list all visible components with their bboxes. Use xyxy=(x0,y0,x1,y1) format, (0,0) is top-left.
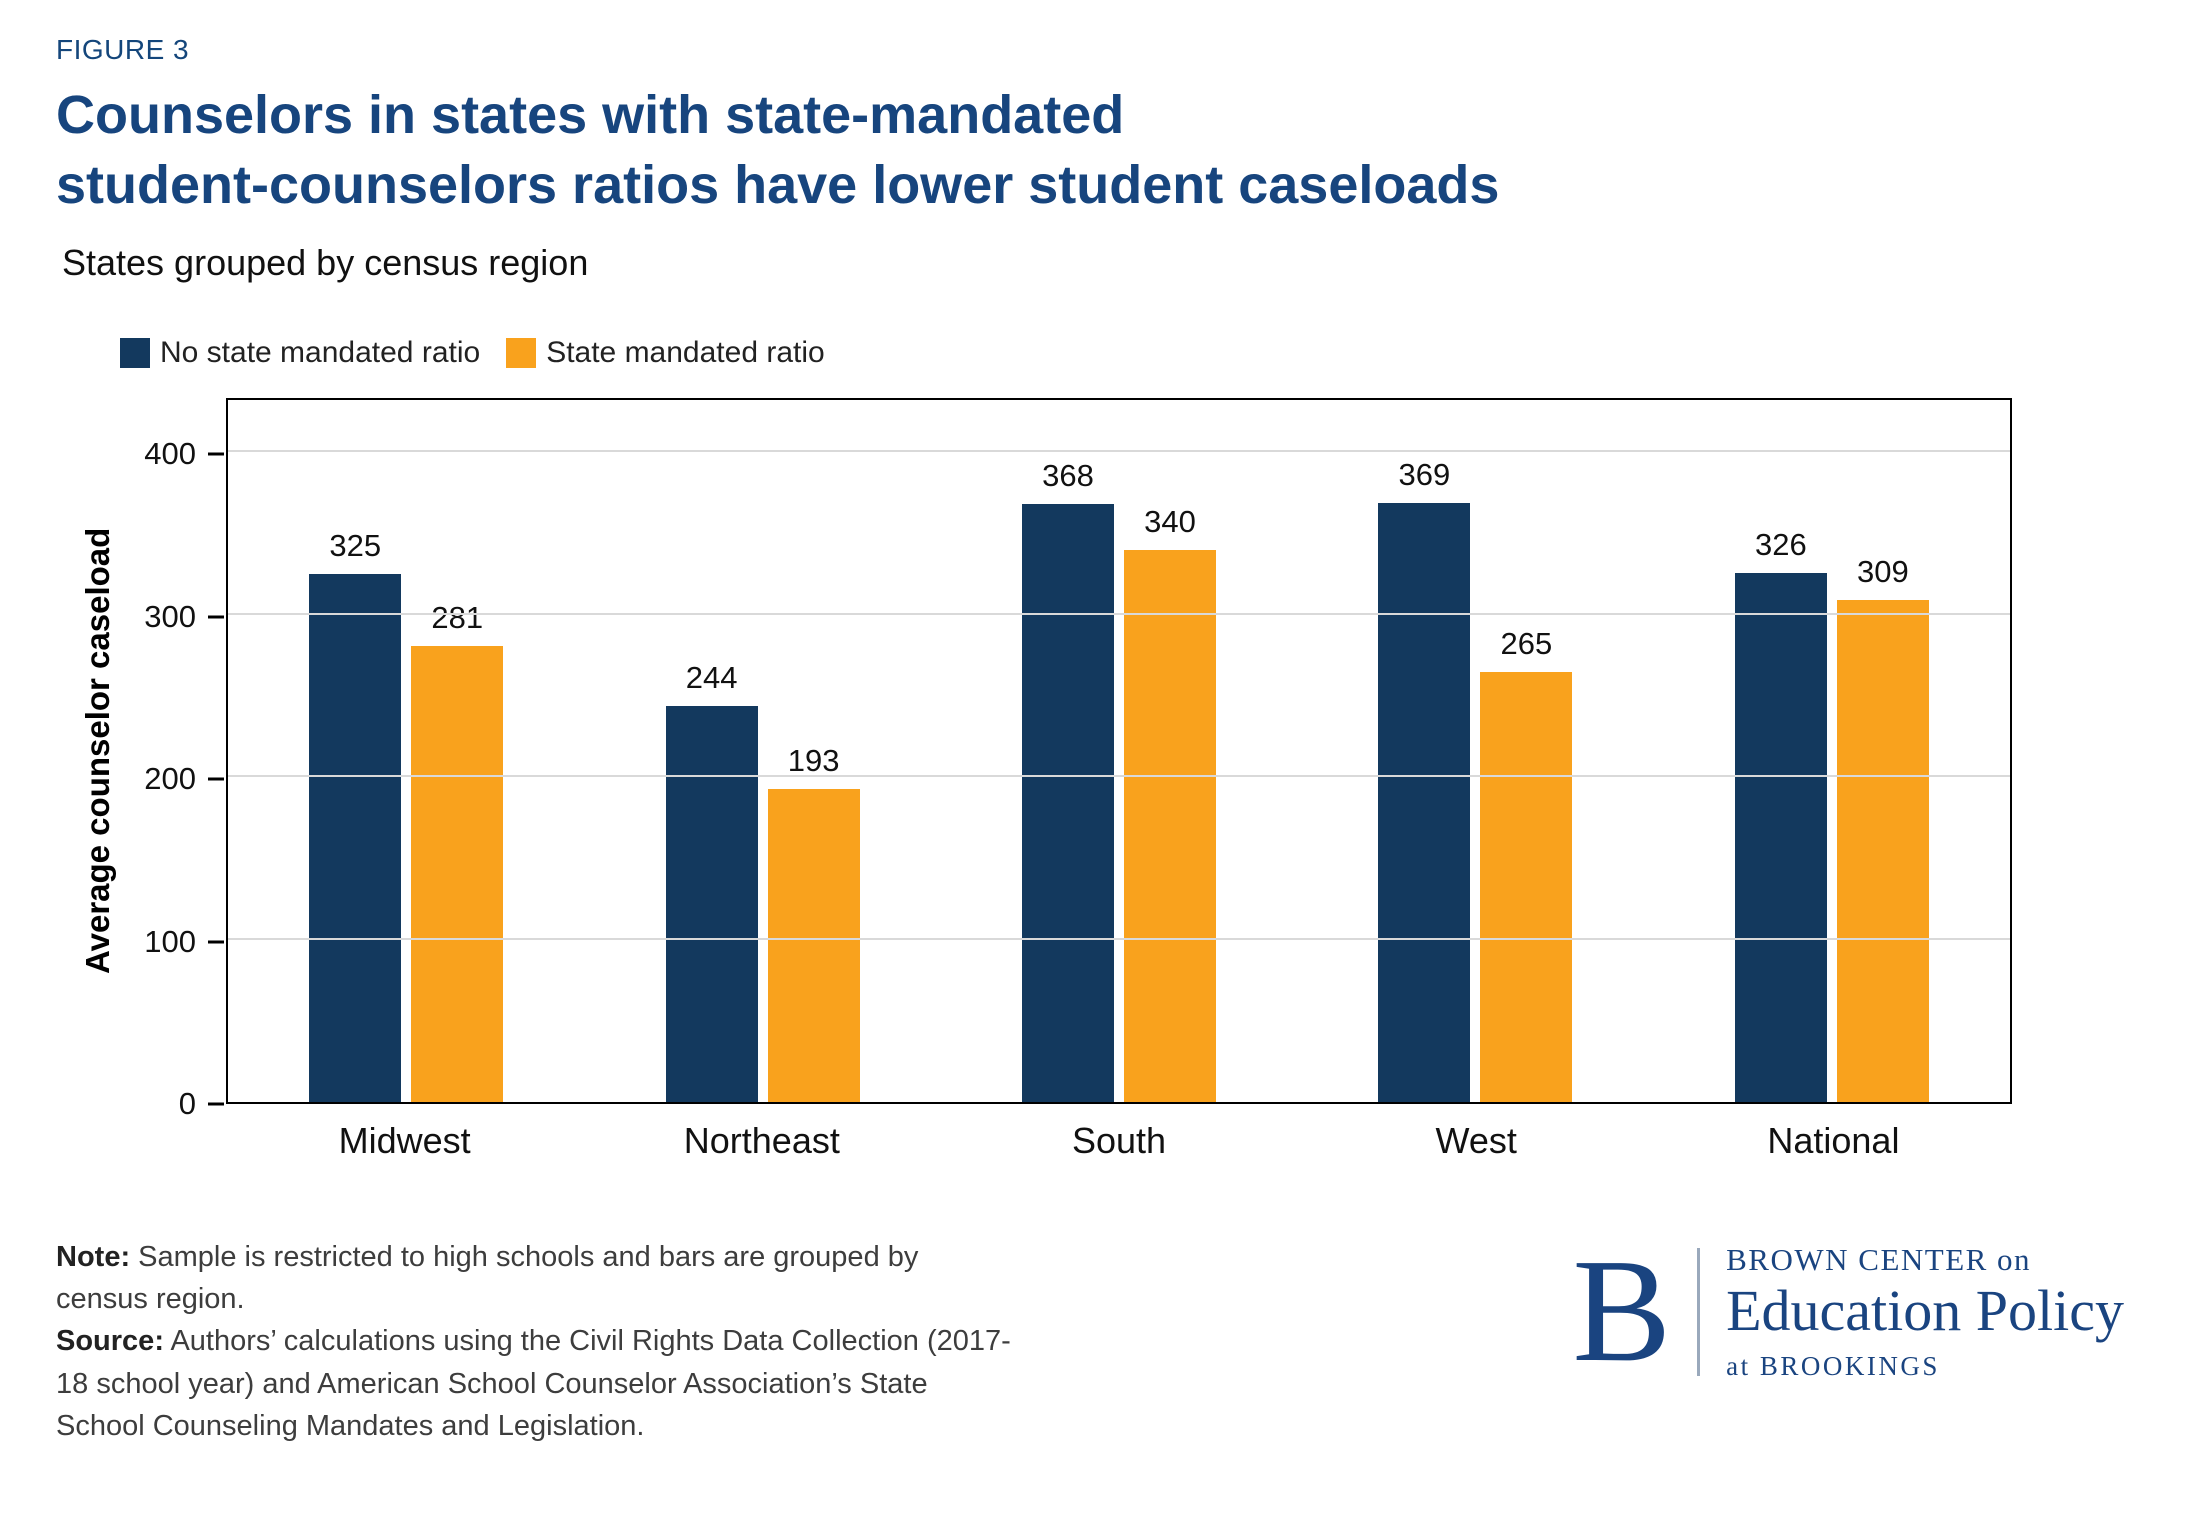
brookings-logo-letter: B xyxy=(1572,1229,1672,1394)
gridline-100 xyxy=(228,937,2010,940)
chart-title-line1: Counselors in states with state-mandated xyxy=(56,85,1125,145)
notes-block: Note: Sample is restricted to high schoo… xyxy=(56,1236,1016,1446)
logo-text: BROWN CENTER on Education Policy at BROO… xyxy=(1726,1242,2124,1382)
bar-value-label: 369 xyxy=(1398,456,1451,492)
logo-divider xyxy=(1697,1248,1701,1377)
figure-page: FIGURE 3 Counselors in states with state… xyxy=(56,34,2144,1446)
plot-wrap: 0 100 200 300 400 325 281 244 193 368 340 369 265 32… xyxy=(130,398,2012,1162)
bar-group-midwest: 325 281 xyxy=(228,400,584,1103)
bar-northeast-series0: 244 xyxy=(665,660,758,1103)
legend-label: State mandated ratio xyxy=(546,336,825,370)
y-tick-mark-400 xyxy=(208,452,224,456)
y-tick-mark-0 xyxy=(208,1102,224,1106)
y-tick-mark-100 xyxy=(208,940,224,944)
bar-value-label: 340 xyxy=(1144,503,1196,539)
source-text: Authors’ calculations using the Civil Ri… xyxy=(56,1325,1011,1442)
chart-title-line2: student-counselors ratios have lower stu… xyxy=(56,155,1500,216)
y-axis-title: Average counselor caseload xyxy=(79,528,116,975)
chart-legend: No state mandated ratio State mandated ra… xyxy=(120,336,2144,370)
bar-south-series1: 340 xyxy=(1124,504,1217,1103)
y-tick-label-300: 300 xyxy=(144,598,196,634)
x-axis-label-national: National xyxy=(1767,1120,1900,1162)
y-tick-label-0: 0 xyxy=(178,1086,196,1122)
x-axis-label-west: West xyxy=(1435,1120,1517,1162)
bar-chart: Average counselor caseload 0 100 200 300 400… xyxy=(66,398,2012,1162)
x-axis-labels: Midwest Northeast South West National xyxy=(226,1120,2012,1162)
x-axis-label-midwest: Midwest xyxy=(338,1120,471,1162)
source-label: Source: xyxy=(56,1325,164,1358)
bar-group-west: 369 265 xyxy=(1297,400,1653,1103)
chart-title: Counselors in states with state-mandated… xyxy=(56,80,2144,220)
bar-national-series1: 309 xyxy=(1836,554,1929,1103)
note-text: Sample is restricted to high schools and… xyxy=(56,1241,919,1316)
bar-midwest-series1: 281 xyxy=(411,600,504,1103)
figure-label: FIGURE 3 xyxy=(56,34,190,65)
bar-group-northeast: 244 193 xyxy=(584,400,940,1103)
bar-value-label: 265 xyxy=(1500,625,1553,661)
legend-item-0: No state mandated ratio xyxy=(120,336,480,370)
bar-west-series1: 265 xyxy=(1480,626,1573,1103)
bar-groups: 325 281 244 193 368 340 369 265 326 309 xyxy=(228,400,2010,1103)
y-tick-label-200: 200 xyxy=(144,761,196,797)
bar-value-label: 193 xyxy=(787,742,840,778)
gridline-300 xyxy=(228,612,2010,615)
figure-footer: Note: Sample is restricted to high schoo… xyxy=(56,1236,2144,1446)
bar-northeast-series1: 193 xyxy=(767,743,860,1103)
bar-value-label: 368 xyxy=(1042,458,1094,494)
y-tick-label-400: 400 xyxy=(144,436,196,472)
x-axis-label-south: South xyxy=(1071,1120,1167,1162)
plot-area: 325 281 244 193 368 340 369 265 326 309 xyxy=(226,398,2012,1105)
bar-group-national: 326 309 xyxy=(1654,400,2010,1103)
bar-west-series0: 369 xyxy=(1378,457,1471,1103)
bar-value-label: 309 xyxy=(1856,554,1909,590)
bar-south-series0: 368 xyxy=(1022,458,1115,1103)
gridline-400 xyxy=(228,450,2010,453)
bar-value-label: 325 xyxy=(329,528,382,564)
bar-value-label: 326 xyxy=(1754,526,1807,562)
y-axis-ticks: 0 100 200 300 400 xyxy=(130,398,226,1121)
y-tick-mark-300 xyxy=(208,615,224,619)
bar-national-series0: 326 xyxy=(1734,527,1827,1103)
y-tick-label-100: 100 xyxy=(144,923,196,959)
bar-midwest-series0: 325 xyxy=(309,528,402,1103)
legend-swatch-icon xyxy=(120,338,150,369)
bar-value-label: 281 xyxy=(431,599,484,635)
bar-value-label: 244 xyxy=(685,659,738,695)
gridline-200 xyxy=(228,775,2010,778)
legend-item-1: State mandated ratio xyxy=(506,336,825,370)
legend-swatch-icon xyxy=(506,338,537,369)
bar-group-south: 368 340 xyxy=(941,400,1297,1103)
x-axis-label-northeast: Northeast xyxy=(683,1120,840,1162)
brookings-logo: B BROWN CENTER on Education Policy at BR… xyxy=(1572,1229,2124,1394)
note-label: Note: xyxy=(56,1241,131,1274)
chart-subtitle: States grouped by census region xyxy=(62,242,589,284)
legend-label: No state mandated ratio xyxy=(160,336,481,370)
y-tick-mark-200 xyxy=(208,777,224,781)
logo-brown-center: BROWN CENTER on xyxy=(1726,1242,2032,1278)
logo-education-policy: Education Policy xyxy=(1726,1278,2124,1344)
logo-at-brookings: at BROOKINGS xyxy=(1726,1351,1940,1381)
